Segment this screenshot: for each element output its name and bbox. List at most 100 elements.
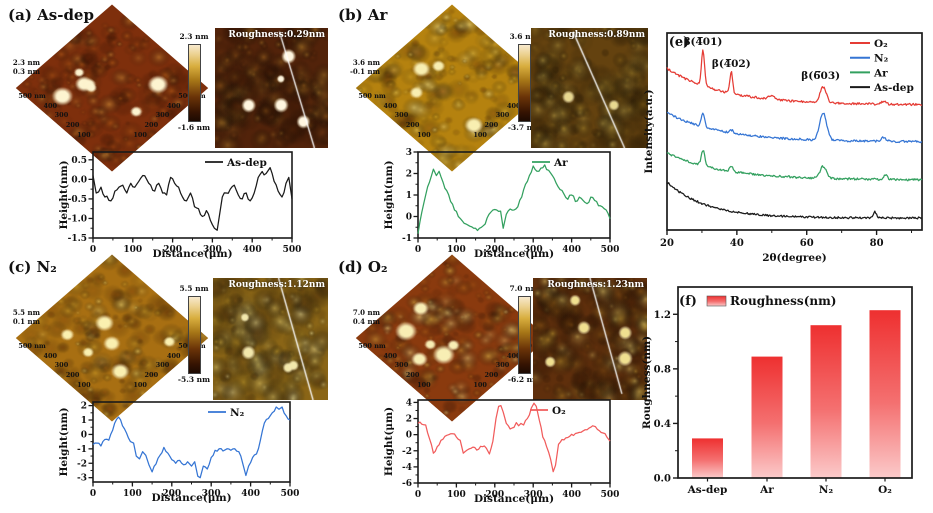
svg-text:Height(nm): Height(nm) (58, 407, 70, 476)
svg-text:40: 40 (730, 238, 744, 249)
svg-text:0: 0 (90, 489, 96, 499)
svg-text:-2: -2 (402, 447, 412, 457)
colorbar-c (188, 296, 201, 374)
svg-text:As-dep: As-dep (687, 484, 728, 496)
svg-text:0: 0 (406, 431, 412, 441)
svg-text:-1.5: -1.5 (68, 234, 87, 244)
svg-text:O₂: O₂ (878, 484, 892, 496)
height-profile-chart-n2: 0 100 200 300 400 500 2 1 0 -1 -2 -3 N₂ Distance(μm) H… (58, 401, 300, 504)
height-profile-chart-o2: 0 100 200 300 400 500 4 2 0 -2 -4 -6 O₂ Distance(μm) H… (383, 398, 620, 505)
axis-tick-left-b: 100 (417, 130, 431, 139)
roughness-value-b: Roughness:0.89nm (548, 30, 645, 40)
svg-text:100: 100 (447, 245, 466, 255)
axis-tick-left-d: 500 nm (358, 341, 386, 350)
svg-text:O₂: O₂ (874, 38, 888, 50)
colorbar-c-max-label: 5.5 nm (179, 284, 209, 293)
svg-text:Ar: Ar (759, 484, 774, 496)
svg-text:4: 4 (406, 398, 412, 408)
z-scale-max-b: 3.6 nm (352, 58, 380, 67)
axis-tick-left-c: 300 (54, 361, 69, 370)
svg-text:2: 2 (81, 402, 87, 412)
afm-2d-image-n2: Roughness:1.12nm (213, 278, 328, 400)
axis-tick-left-c: 400 (43, 351, 58, 360)
svg-text:200: 200 (485, 490, 504, 500)
xrd-pattern-chart: 20 40 60 80 (e)β(4̅01) β(4̅02) β(6̅03) O₂ N₂ Ar As… (643, 32, 923, 264)
svg-text:0.4: 0.4 (654, 419, 671, 430)
svg-text:500: 500 (601, 245, 620, 255)
svg-text:Distance(μm): Distance(μm) (152, 248, 232, 260)
svg-text:-0.5: -0.5 (68, 195, 87, 205)
svg-text:3: 3 (406, 148, 412, 158)
svg-text:1: 1 (81, 416, 87, 426)
colorbar-a-max-label: 2.3 nm (179, 32, 209, 41)
afm-2d-canvas-b (531, 28, 648, 148)
axis-tick-left-b: 200 (405, 121, 420, 130)
colorbar-d-min-label: -6.2 nm (507, 375, 541, 384)
roughness-value-c: Roughness:1.12nm (228, 280, 325, 290)
svg-text:500: 500 (601, 490, 620, 500)
axis-tick-left-c: 200 (65, 371, 80, 380)
colorbar-b-min-label: -3.7 nm (507, 123, 541, 132)
svg-text:200: 200 (163, 245, 182, 255)
axis-tick-right-c: 300 (155, 361, 170, 370)
svg-text:60: 60 (800, 238, 814, 249)
axis-tick-right-d: 100 (473, 380, 487, 389)
afm-2d-canvas-a (215, 28, 328, 148)
svg-text:0: 0 (406, 213, 412, 223)
axis-tick-right-a: 300 (155, 111, 170, 120)
svg-text:100: 100 (447, 490, 466, 500)
colorbar-d (518, 296, 531, 374)
svg-text:Roughness(nm): Roughness(nm) (730, 294, 836, 308)
svg-text:β(6̅03): β(6̅03) (801, 70, 840, 82)
z-scale-base-a: 0.3 nm (12, 67, 40, 76)
axis-tick-left-d: 100 (417, 380, 431, 389)
svg-text:Distance(μm): Distance(μm) (474, 493, 554, 505)
svg-text:-4: -4 (402, 463, 412, 473)
colorbar-d-max-label: 7.0 nm (509, 284, 539, 293)
svg-text:(e): (e) (669, 35, 690, 50)
axis-tick-right-b: 400 (506, 101, 521, 110)
svg-text:1: 1 (406, 191, 412, 201)
svg-text:O₂: O₂ (552, 405, 566, 417)
axis-tick-right-c: 100 (133, 380, 147, 389)
axis-tick-left-a: 200 (65, 121, 80, 130)
svg-text:Height(nm): Height(nm) (58, 160, 70, 229)
svg-text:Height(nm): Height(nm) (383, 160, 395, 229)
svg-text:Ar: Ar (873, 67, 888, 79)
svg-text:β(4̅02): β(4̅02) (712, 58, 751, 70)
svg-text:0.0: 0.0 (71, 175, 87, 185)
svg-text:2: 2 (406, 170, 412, 180)
svg-text:300: 300 (524, 490, 543, 500)
panel-c-title: (c) N₂ (8, 258, 57, 276)
axis-tick-right-d: 200 (484, 371, 499, 380)
axis-tick-left-a: 300 (54, 111, 69, 120)
afm-2d-canvas-c (213, 278, 328, 400)
svg-text:400: 400 (243, 245, 262, 255)
afm-2d-image-ar: Roughness:0.89nm (531, 28, 648, 148)
svg-text:-1: -1 (77, 445, 87, 455)
svg-text:0: 0 (90, 245, 96, 255)
axis-tick-right-a: 100 (133, 130, 147, 139)
svg-text:400: 400 (241, 489, 260, 499)
axis-tick-left-c: 500 nm (18, 341, 46, 350)
height-profile-chart-as-dep: 0 100 200 300 400 500 0.5 0.0 -0.5 -1.0 -1.5 As-dep… (58, 151, 302, 260)
axis-tick-left-a: 500 nm (18, 91, 46, 100)
svg-text:500: 500 (283, 245, 302, 255)
svg-text:0.8: 0.8 (654, 364, 671, 375)
svg-text:100: 100 (123, 245, 142, 255)
roughness-value-d: Roughness:1.23nm (547, 280, 644, 290)
svg-text:0: 0 (81, 430, 87, 440)
svg-text:0: 0 (415, 490, 421, 500)
svg-text:-1.0: -1.0 (68, 214, 87, 224)
svg-text:500: 500 (281, 489, 300, 499)
axis-tick-left-a: 400 (43, 101, 58, 110)
axis-tick-right-c: 200 (144, 371, 159, 380)
afm-2d-image-as-dep: Roughness:0.29nm (215, 28, 328, 148)
svg-text:2θ(degree): 2θ(degree) (762, 252, 827, 264)
axis-tick-left-a: 100 (77, 130, 91, 139)
roughness-value-a: Roughness:0.29nm (228, 30, 325, 40)
svg-text:-6: -6 (402, 479, 412, 489)
axis-tick-left-d: 300 (394, 361, 409, 370)
colorbar-a-min-label: -1.6 nm (177, 123, 211, 132)
